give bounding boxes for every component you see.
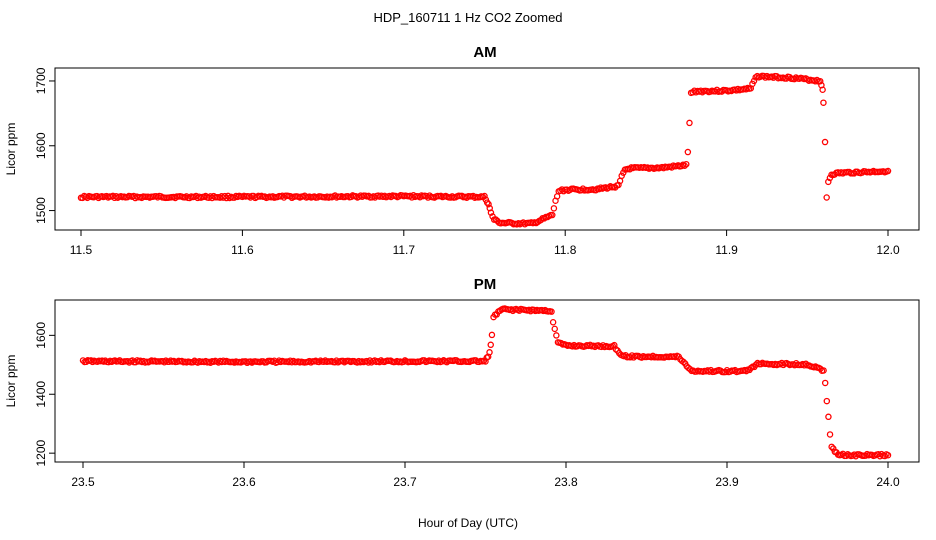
am-data-point bbox=[485, 200, 492, 208]
pm-data-point bbox=[488, 331, 496, 339]
panel-am: AM 11.5 11.6 11.7 11.8 11.9 12.0 1500 1600 1700… bbox=[4, 44, 920, 257]
pm-x-tick-label: 24.0 bbox=[876, 475, 900, 489]
am-y-tick-label: 1500 bbox=[34, 197, 48, 224]
panel-am-x-axis: 11.5 11.6 11.7 11.8 11.9 12.0 bbox=[70, 229, 900, 257]
am-x-tick-label: 11.5 bbox=[70, 243, 93, 257]
am-data-point bbox=[821, 138, 829, 146]
am-x-tick-label: 11.9 bbox=[715, 243, 738, 257]
panel-pm-points bbox=[79, 305, 892, 460]
pm-x-tick-label: 23.6 bbox=[232, 475, 256, 489]
am-data-point bbox=[481, 192, 488, 200]
figure-title: HDP_160711 1 Hz CO2 Zoomed bbox=[373, 10, 562, 25]
pm-y-tick-label: 1400 bbox=[34, 381, 48, 408]
pm-data-point bbox=[884, 451, 892, 459]
pm-data-point bbox=[548, 308, 555, 315]
pm-data-point bbox=[743, 367, 750, 375]
figure-x-axis-label: Hour of Day (UTC) bbox=[418, 516, 518, 530]
pm-data-point bbox=[820, 367, 827, 374]
am-x-tick-label: 12.0 bbox=[876, 243, 900, 257]
pm-data-point bbox=[826, 431, 834, 438]
pm-data-point bbox=[549, 318, 557, 326]
am-data-point bbox=[884, 167, 892, 175]
am-data-point bbox=[750, 77, 758, 85]
panel-pm-y-axis-label: Licor ppm bbox=[4, 355, 18, 408]
am-data-point bbox=[540, 215, 548, 222]
pm-x-tick-label: 23.8 bbox=[554, 475, 578, 489]
am-data-point bbox=[816, 77, 824, 85]
am-x-tick-label: 11.6 bbox=[231, 243, 254, 257]
pm-data-point bbox=[821, 379, 829, 387]
pm-data-point bbox=[823, 397, 831, 405]
am-data-point bbox=[487, 209, 495, 216]
pm-data-point bbox=[551, 325, 558, 333]
pm-data-point bbox=[680, 358, 687, 366]
pm-data-point bbox=[825, 413, 832, 421]
panel-pm-y-axis: 1200 1400 1600 bbox=[34, 322, 56, 467]
am-data-point bbox=[823, 194, 830, 201]
pm-data-point bbox=[486, 349, 493, 356]
pm-data-point bbox=[487, 341, 494, 349]
pm-data-point bbox=[553, 332, 560, 339]
panel-pm-title: PM bbox=[474, 276, 497, 293]
pm-data-point bbox=[828, 443, 835, 451]
am-y-tick-label: 1700 bbox=[34, 67, 48, 94]
pm-x-tick-label: 23.7 bbox=[393, 475, 417, 489]
am-data-point bbox=[592, 186, 600, 194]
am-data-point bbox=[813, 76, 821, 84]
panel-am-title: AM bbox=[473, 44, 496, 61]
am-data-point bbox=[686, 119, 693, 127]
panel-am-y-axis: 1500 1600 1700 bbox=[34, 67, 56, 224]
am-x-tick-label: 11.7 bbox=[393, 243, 416, 257]
pm-data-point bbox=[802, 360, 810, 368]
pm-data-point bbox=[482, 358, 489, 365]
am-data-point bbox=[681, 162, 688, 170]
am-y-tick-label: 1600 bbox=[34, 132, 48, 159]
pm-x-tick-label: 23.5 bbox=[71, 475, 95, 489]
am-data-point bbox=[684, 148, 692, 156]
panel-am-points bbox=[77, 72, 892, 228]
pm-x-tick-label: 23.9 bbox=[715, 475, 739, 489]
pm-y-tick-label: 1600 bbox=[34, 322, 48, 349]
pm-y-tick-label: 1200 bbox=[34, 439, 48, 466]
panel-pm: PM 23.5 23.6 23.7 23.8 23.9 24.0 1200 1400 1600… bbox=[4, 276, 920, 489]
am-data-point bbox=[820, 99, 827, 106]
am-data-point bbox=[618, 172, 625, 180]
pm-data-point bbox=[830, 445, 837, 452]
panel-pm-x-axis: 23.5 23.6 23.7 23.8 23.9 24.0 bbox=[71, 461, 900, 489]
am-data-point bbox=[683, 160, 690, 168]
am-data-point bbox=[550, 205, 558, 212]
panel-am-y-axis-label: Licor ppm bbox=[4, 123, 18, 176]
pm-data-point bbox=[881, 452, 889, 460]
am-data-point bbox=[549, 211, 556, 219]
am-data-point bbox=[819, 86, 826, 94]
am-x-tick-label: 11.8 bbox=[554, 243, 577, 257]
am-data-point bbox=[483, 199, 491, 206]
